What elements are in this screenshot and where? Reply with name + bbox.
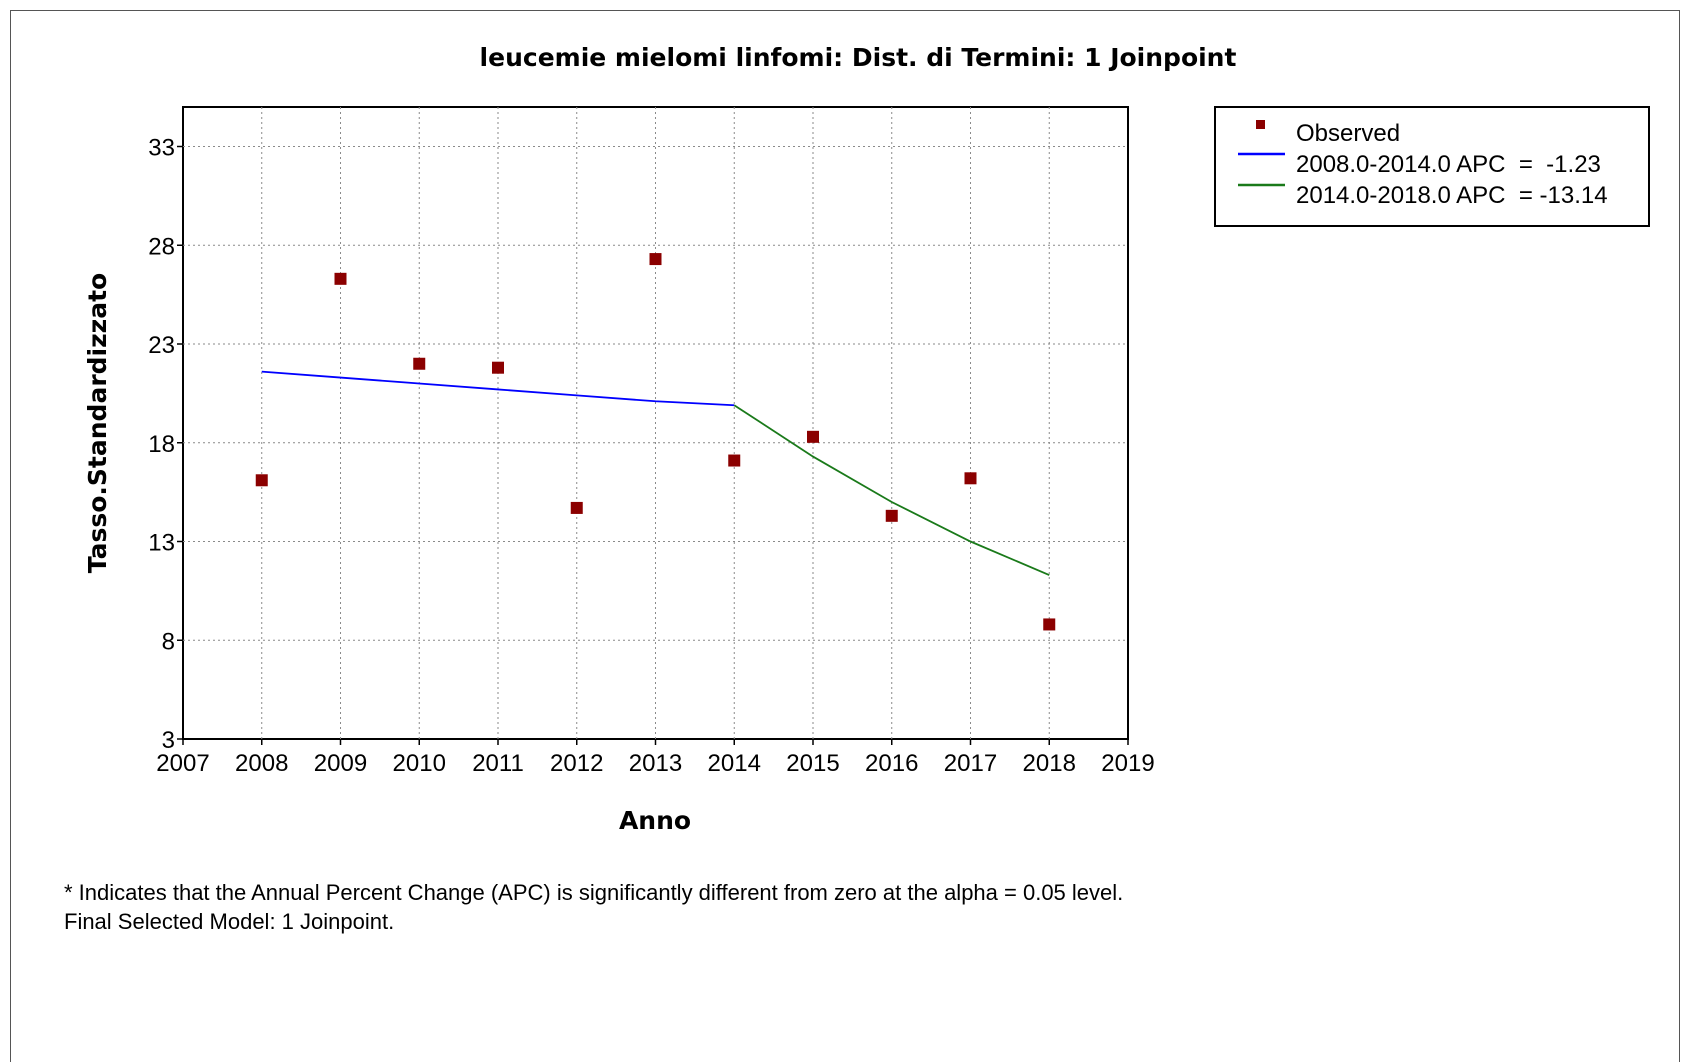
x-tick-label: 2016 xyxy=(865,750,918,777)
observed-point xyxy=(570,501,583,514)
x-tick-label: 2012 xyxy=(550,750,603,777)
legend-label-1: 2008.0-2014.0 APC = -1.23 xyxy=(1296,151,1601,178)
legend-label-2: 2014.0-2018.0 APC = -13.14 xyxy=(1296,182,1608,209)
observed-point xyxy=(1043,618,1056,631)
series-lines xyxy=(261,370,1050,576)
x-tick-label: 2011 xyxy=(472,750,524,777)
y-tick-label: 18 xyxy=(148,431,175,458)
observed-point xyxy=(413,357,426,370)
observed-point xyxy=(492,361,504,374)
x-tick-label: 2014 xyxy=(708,750,761,777)
x-tick-label: 2010 xyxy=(393,750,446,777)
chart-frame xyxy=(10,10,1680,1062)
x-axis-title: Anno xyxy=(619,806,691,835)
x-tick-label: 2008 xyxy=(235,750,288,777)
footnote-final-model: Final Selected Model: 1 Joinpoint. xyxy=(64,909,395,934)
y-tick-label: 28 xyxy=(148,233,175,260)
y-tick-label: 13 xyxy=(148,530,175,557)
y-axis-title: Tasso.Standardizzato xyxy=(83,273,112,573)
x-tick-label: 2018 xyxy=(1023,750,1076,777)
x-tick-label: 2013 xyxy=(629,750,682,777)
observed-point xyxy=(885,509,898,522)
y-tick-label: 23 xyxy=(148,332,175,359)
x-tick-label: 2019 xyxy=(1101,750,1154,777)
grid-lines xyxy=(183,107,1128,739)
footnote-significance: * Indicates that the Annual Percent Chan… xyxy=(64,880,1124,905)
observed-point xyxy=(334,272,347,285)
trend-line-2 xyxy=(733,404,1050,576)
x-tick-label: 2007 xyxy=(156,750,209,777)
x-tick-label: 2009 xyxy=(314,750,367,777)
legend-box xyxy=(1214,106,1650,227)
x-tick-label: 2017 xyxy=(944,750,997,777)
trend-line-1 xyxy=(261,370,735,407)
y-axis-ticks: 3 8 13 18 23 28 33 xyxy=(148,135,183,754)
y-tick-label: 3 xyxy=(162,727,175,754)
observed-point xyxy=(728,454,741,467)
observed-point xyxy=(255,474,268,487)
y-tick-label: 33 xyxy=(148,135,175,162)
x-tick-label: 2015 xyxy=(786,750,839,777)
legend: Observed 2008.0-2014.0 APC = -1.23 2014.0-… xyxy=(1214,106,1650,227)
observed-point xyxy=(964,472,977,485)
x-axis-ticks: 2007 2008 2009 2010 2011 2012 2013 2014 2015 2016… xyxy=(156,739,1155,777)
observed-point xyxy=(807,430,819,443)
legend-marker-observed xyxy=(1256,120,1265,129)
observed-points xyxy=(255,253,1056,631)
plot-area: 2007 2008 2009 2010 2011 2012 2013 2014 2015 2016… xyxy=(148,106,1155,777)
chart-title: leucemie mielomi linfomi: Dist. di Termi… xyxy=(480,43,1237,72)
legend-label-observed: Observed xyxy=(1296,120,1400,147)
observed-point xyxy=(649,253,662,266)
y-tick-label: 8 xyxy=(162,628,175,655)
